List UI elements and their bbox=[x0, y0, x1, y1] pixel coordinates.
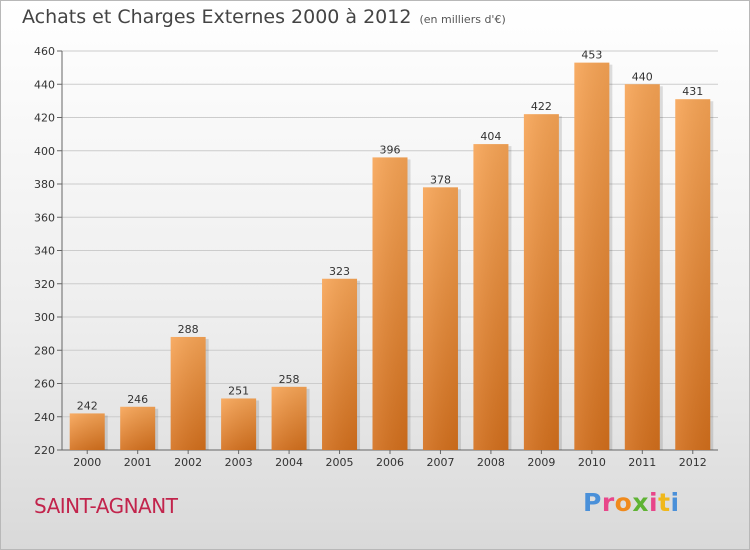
x-tick-label: 2007 bbox=[426, 456, 454, 469]
y-tick-label: 460 bbox=[34, 45, 55, 58]
bar-value-label: 404 bbox=[480, 130, 501, 143]
bar-shade bbox=[271, 386, 307, 450]
bar-value-label: 242 bbox=[77, 399, 98, 412]
logo-letter: t bbox=[658, 488, 671, 517]
chart-title-text: Achats et Charges Externes 2000 à 2012 bbox=[22, 6, 412, 28]
x-tick-label: 2010 bbox=[578, 456, 606, 469]
logo-letter: x bbox=[632, 488, 649, 517]
commune-name: SAINT-AGNANT bbox=[34, 494, 178, 518]
y-tick-label: 340 bbox=[34, 245, 55, 258]
y-tick-label: 400 bbox=[34, 145, 55, 158]
bar-value-label: 453 bbox=[581, 49, 602, 62]
x-tick-label: 2012 bbox=[679, 456, 707, 469]
bar-layer bbox=[69, 62, 714, 451]
bar-value-label: 440 bbox=[632, 70, 653, 83]
chart-unit: (en milliers d'€) bbox=[419, 13, 506, 26]
x-tick-label: 2004 bbox=[275, 456, 303, 469]
y-tick-label: 240 bbox=[34, 411, 55, 424]
y-tick-label: 220 bbox=[34, 444, 55, 457]
proxiti-logo: Proxiti bbox=[583, 488, 680, 517]
x-tick-label: 2009 bbox=[527, 456, 555, 469]
bar-shade bbox=[422, 187, 458, 450]
x-tick-label: 2003 bbox=[225, 456, 253, 469]
chart-title: Achats et Charges Externes 2000 à 2012 (e… bbox=[22, 6, 506, 28]
x-tick-label: 2011 bbox=[628, 456, 656, 469]
bar-value-label: 323 bbox=[329, 265, 350, 278]
x-tick-label: 2006 bbox=[376, 456, 404, 469]
y-tick-label: 420 bbox=[34, 112, 55, 125]
logo-letter: P bbox=[583, 488, 602, 517]
bar-shade bbox=[170, 336, 206, 450]
bar-value-label: 246 bbox=[127, 393, 148, 406]
bar-shade bbox=[69, 413, 105, 450]
bar-shade bbox=[624, 84, 660, 450]
label-layer: 242 246 288 251 258 323 396 378 404 422 453 440 431 bbox=[77, 49, 704, 413]
bar-value-label: 288 bbox=[178, 323, 199, 336]
y-tick-label: 380 bbox=[34, 178, 55, 191]
x-tick-label: 2008 bbox=[477, 456, 505, 469]
y-tick-label: 280 bbox=[34, 344, 55, 357]
y-tick-label: 320 bbox=[34, 278, 55, 291]
bar-shade bbox=[523, 114, 559, 451]
logo-letter: o bbox=[614, 488, 633, 517]
bar-shade bbox=[473, 144, 509, 450]
bar-value-label: 258 bbox=[279, 373, 300, 386]
y-tick-label: 300 bbox=[34, 311, 55, 324]
bar-shade bbox=[120, 406, 156, 450]
bar-value-label: 422 bbox=[531, 100, 552, 113]
x-tick-label: 2005 bbox=[326, 456, 354, 469]
bar-value-label: 431 bbox=[682, 85, 703, 98]
y-tick-label: 440 bbox=[34, 78, 55, 91]
y-tick-label: 360 bbox=[34, 211, 55, 224]
x-tick-label: 2000 bbox=[73, 456, 101, 469]
bar-shade bbox=[574, 62, 610, 450]
axis-layer: 220 240 260 280 300 320 340 360 380 400 420 440 460 2… bbox=[34, 45, 718, 469]
bar-shade bbox=[322, 278, 358, 450]
x-tick-label: 2002 bbox=[174, 456, 202, 469]
bar-shade bbox=[372, 157, 408, 450]
logo-letter: r bbox=[601, 488, 615, 517]
bar-value-label: 396 bbox=[380, 143, 401, 156]
x-tick-label: 2001 bbox=[124, 456, 152, 469]
logo-letter: i bbox=[670, 488, 680, 517]
bar-value-label: 251 bbox=[228, 384, 249, 397]
y-tick-label: 260 bbox=[34, 378, 55, 391]
bar-shade bbox=[221, 398, 257, 450]
logo-letter: i bbox=[649, 488, 659, 517]
bar-value-label: 378 bbox=[430, 173, 451, 186]
bar-shade bbox=[675, 99, 711, 451]
